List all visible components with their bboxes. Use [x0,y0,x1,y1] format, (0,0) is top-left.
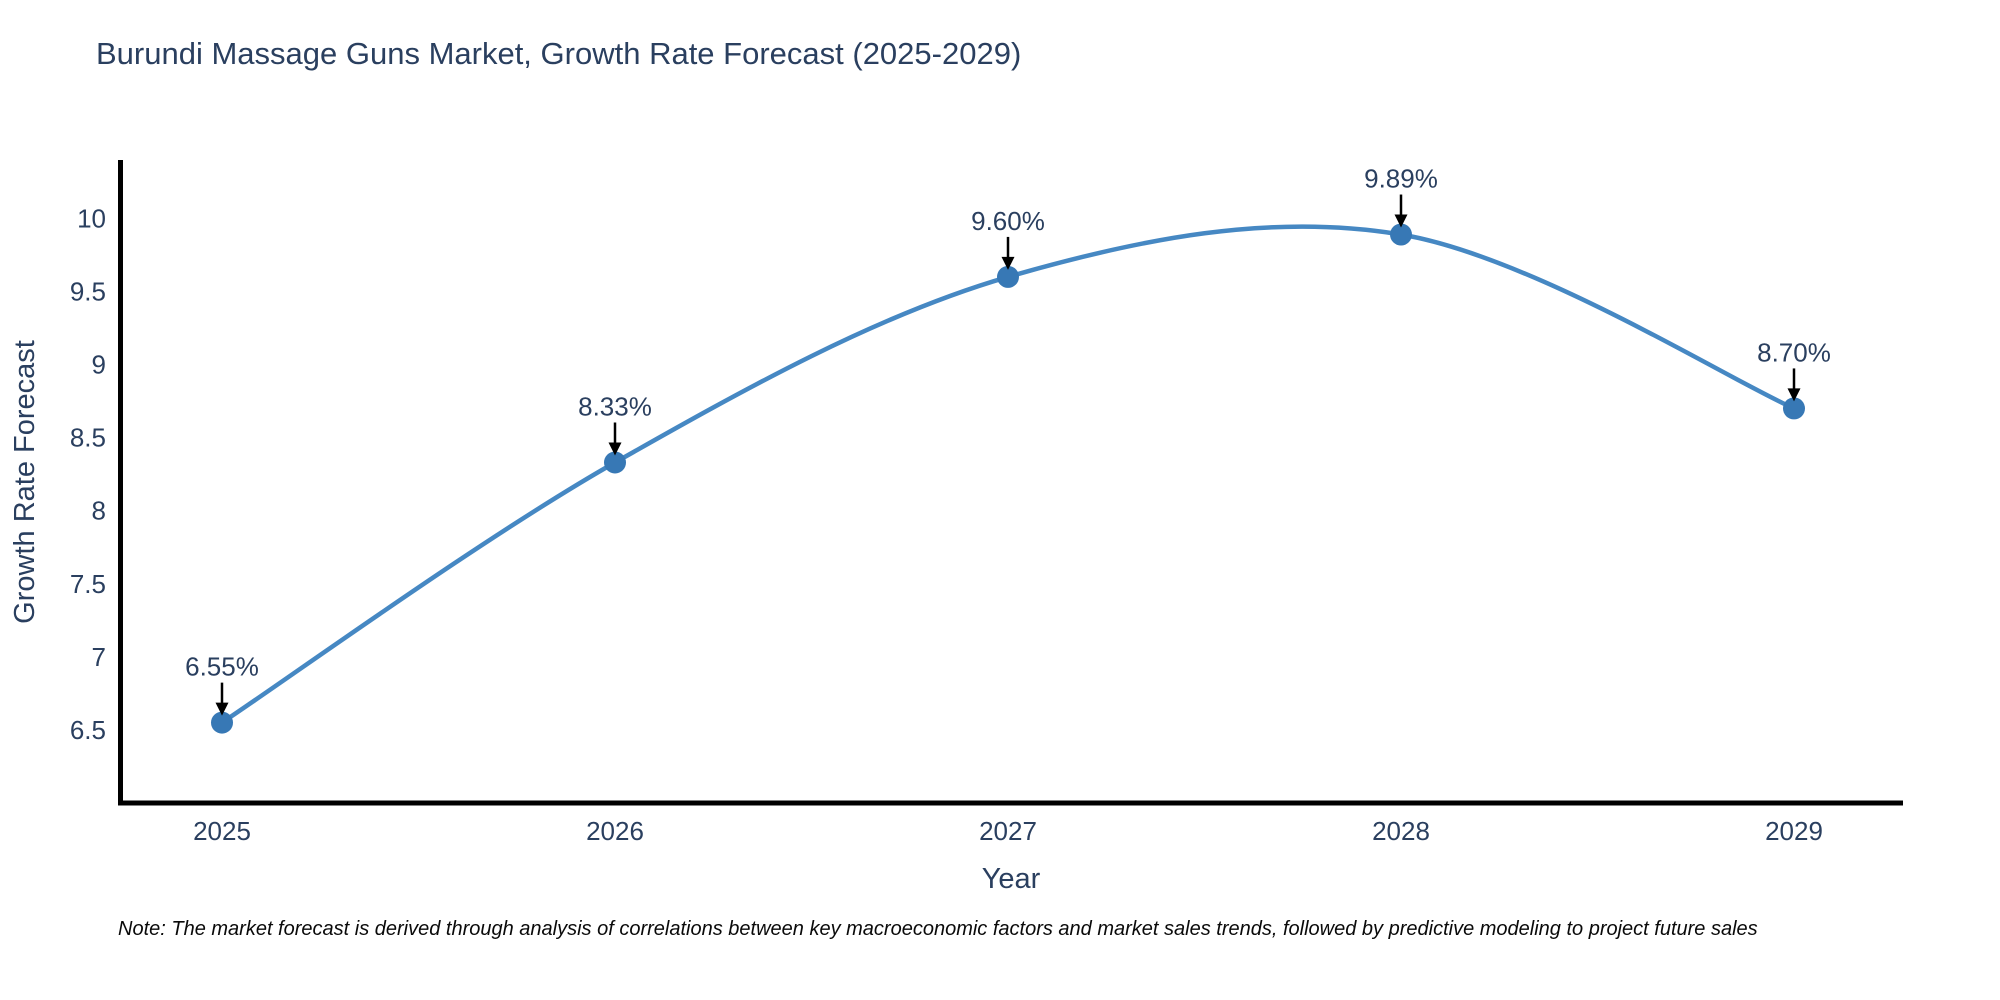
data-point-marker[interactable] [604,451,626,474]
x-axis-tick-label: 2025 [193,816,251,846]
data-point-label: 9.89% [1364,164,1438,194]
annotation-arrowhead-icon [608,442,622,456]
data-point-label: 6.55% [185,652,259,682]
forecast-line [219,224,1797,725]
y-axis-tick-label: 9 [92,350,106,380]
y-axis-title: Growth Rate Forecast [9,340,41,624]
annotation-arrowhead-icon [1001,256,1015,270]
x-axis-tick-label: 2026 [586,816,644,846]
x-axis-title: Year [982,863,1041,895]
data-point-label: 8.70% [1757,337,1831,367]
y-axis-tick-label: 7 [92,642,106,672]
annotation-arrowhead-icon [1394,214,1408,228]
y-axis-tick-label: 7.5 [70,569,106,599]
data-point-label: 9.60% [971,206,1045,236]
chart-title: Burundi Massage Guns Market, Growth Rate… [96,36,1022,71]
data-point-marker[interactable] [1390,223,1412,246]
y-axis-tick-label: 8.5 [70,423,106,453]
x-axis-tick-label: 2027 [979,816,1037,846]
footnote: Note: The market forecast is derived thr… [118,918,1758,940]
x-axis-tick-label: 2029 [1765,816,1823,846]
y-axis-tick-label: 9.5 [70,277,106,307]
data-point-label: 8.33% [578,392,652,422]
y-axis-tick-label: 8 [92,496,106,526]
y-axis-tick-label: 10 [77,203,106,233]
data-point-marker[interactable] [997,265,1019,288]
y-axis-tick-label: 6.5 [70,715,106,745]
annotation-arrowhead-icon [1787,388,1801,402]
data-point-marker[interactable] [1783,397,1805,420]
x-axis-tick-label: 2028 [1372,816,1430,846]
data-point-marker[interactable] [211,711,233,734]
annotation-arrowhead-icon [215,702,229,716]
